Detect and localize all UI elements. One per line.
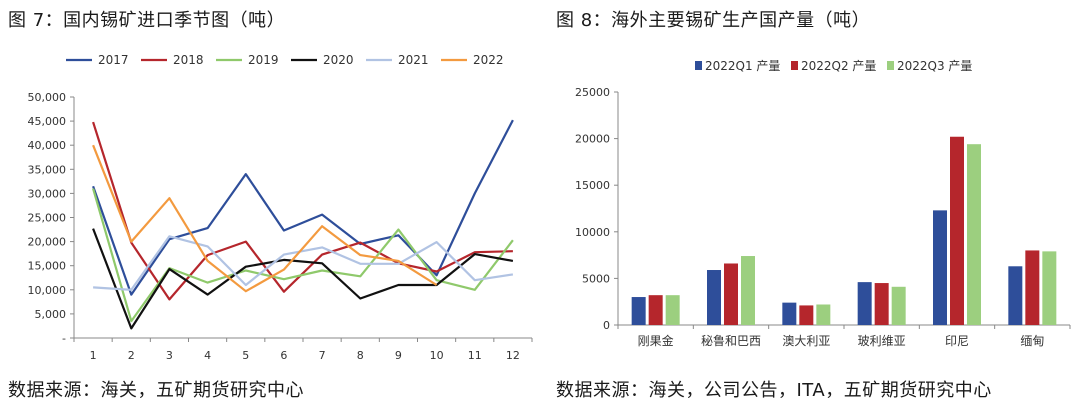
legend-label-2020: 2020 bbox=[323, 53, 354, 67]
y-tick-label: 20,000 bbox=[28, 236, 67, 249]
series-line-2020 bbox=[92, 228, 514, 330]
y-tick-label: - bbox=[62, 332, 66, 345]
series-line-2019 bbox=[92, 188, 514, 323]
bar-缅甸-2022Q2 产量 bbox=[1025, 250, 1040, 325]
x-tick-label: 10 bbox=[430, 349, 444, 362]
legend-label-2017: 2017 bbox=[98, 53, 129, 67]
legend-label-2018: 2018 bbox=[173, 53, 204, 67]
y-tick-label: 45,000 bbox=[28, 115, 67, 128]
legend-swatch-2022Q2 产量 bbox=[791, 61, 798, 70]
x-tick-label: 2 bbox=[128, 349, 135, 362]
x-category-label: 玻利维亚 bbox=[858, 334, 906, 348]
y-tick-label: 0 bbox=[603, 319, 610, 332]
line-chart-series bbox=[92, 119, 514, 330]
bar-秘鲁和巴西-2022Q1 产量 bbox=[707, 270, 721, 325]
legend-label-2022Q1 产量: 2022Q1 产量 bbox=[705, 59, 780, 73]
x-tick-label: 12 bbox=[506, 349, 520, 362]
x-category-label: 澳大利亚 bbox=[782, 334, 830, 348]
bar-印尼-2022Q3 产量 bbox=[967, 144, 981, 325]
y-tick-label: 10,000 bbox=[28, 284, 67, 297]
x-tick-label: 4 bbox=[204, 349, 211, 362]
bar-印尼-2022Q1 产量 bbox=[933, 210, 947, 325]
left-figure-source: 数据来源：海关，五矿期货研究中心 bbox=[8, 380, 304, 401]
x-tick-label: 8 bbox=[357, 349, 364, 362]
legend-label-2021: 2021 bbox=[398, 53, 429, 67]
bar-chart-bars bbox=[631, 136, 1057, 325]
bar-玻利维亚-2022Q2 产量 bbox=[874, 283, 889, 325]
line-chart-axes: - 5,000 10,000 15,000 20,000 25,000 30,000 35,0… bbox=[28, 91, 533, 362]
y-tick-label: 10000 bbox=[575, 226, 610, 239]
bar-刚果金-2022Q2 产量 bbox=[648, 295, 663, 325]
bar-玻利维亚-2022Q1 产量 bbox=[857, 282, 872, 325]
y-tick-label: 40,000 bbox=[28, 139, 67, 152]
y-tick-label: 5000 bbox=[582, 272, 610, 285]
x-category-label: 刚果金 bbox=[638, 333, 674, 348]
x-tick-label: 1 bbox=[90, 349, 97, 362]
tin-production-bar-chart: 2022Q1 产量 2022Q2 产量 2022Q3 产量 0 5000 10000 15… bbox=[575, 59, 1071, 348]
line-chart-legend: 2017 2018 2019 2020 2021 2022 bbox=[66, 53, 504, 67]
x-tick-label: 5 bbox=[242, 349, 249, 362]
right-figure-title: 图 8：海外主要锡矿生产国产量（吨） bbox=[556, 10, 871, 31]
bar-印尼-2022Q2 产量 bbox=[950, 136, 964, 325]
bar-澳大利亚-2022Q1 产量 bbox=[782, 302, 797, 325]
legend-label-2022Q3 产量: 2022Q3 产量 bbox=[897, 59, 972, 73]
x-tick-label: 3 bbox=[166, 349, 173, 362]
x-category-label: 秘鲁和巴西 bbox=[701, 334, 761, 348]
y-tick-label: 50,000 bbox=[28, 91, 67, 104]
series-line-2017 bbox=[92, 119, 514, 296]
series-line-2018 bbox=[92, 121, 513, 301]
legend-swatch-2022Q3 产量 bbox=[887, 61, 894, 70]
right-figure-source: 数据来源：海关，公司公告，ITA，五矿期货研究中心 bbox=[556, 380, 992, 401]
y-tick-label: 30,000 bbox=[28, 187, 67, 200]
y-tick-label: 25000 bbox=[575, 86, 610, 99]
series-line-2022 bbox=[92, 144, 438, 293]
bar-玻利维亚-2022Q3 产量 bbox=[891, 286, 906, 325]
bar-秘鲁和巴西-2022Q3 产量 bbox=[741, 256, 755, 325]
bar-chart-axes: 0 5000 10000 15000 20000 25000 刚果金 秘鲁和巴西 澳大利亚 玻利维… bbox=[575, 86, 1071, 348]
left-figure-title: 图 7：国内锡矿进口季节图（吨） bbox=[8, 10, 286, 31]
x-tick-label: 11 bbox=[468, 349, 482, 362]
y-tick-label: 25,000 bbox=[28, 212, 67, 225]
x-category-label: 缅甸 bbox=[1020, 334, 1044, 348]
bar-缅甸-2022Q3 产量 bbox=[1042, 251, 1057, 325]
bar-澳大利亚-2022Q2 产量 bbox=[799, 305, 814, 325]
bar-缅甸-2022Q1 产量 bbox=[1008, 266, 1023, 325]
legend-label-2022: 2022 bbox=[473, 53, 504, 67]
x-tick-label: 7 bbox=[319, 349, 326, 362]
series-line-2021 bbox=[93, 235, 514, 291]
bar-刚果金-2022Q3 产量 bbox=[665, 295, 680, 325]
y-tick-label: 15000 bbox=[575, 179, 610, 192]
y-tick-label: 35,000 bbox=[28, 163, 67, 176]
right-panel: 图 8：海外主要锡矿生产国产量（吨） 2022Q1 产量 2022Q2 产量 202… bbox=[548, 0, 1080, 419]
x-tick-label: 6 bbox=[280, 349, 287, 362]
x-tick-label: 9 bbox=[395, 349, 402, 362]
legend-label-2019: 2019 bbox=[248, 53, 279, 67]
left-panel: 图 7：国内锡矿进口季节图（吨） 2017 2018 2019 2020 2021 202… bbox=[8, 10, 533, 401]
legend-label-2022Q2 产量: 2022Q2 产量 bbox=[801, 59, 876, 73]
bar-chart-legend: 2022Q1 产量 2022Q2 产量 2022Q3 产量 bbox=[695, 59, 972, 73]
y-tick-label: 15,000 bbox=[28, 260, 67, 273]
bar-澳大利亚-2022Q3 产量 bbox=[816, 304, 831, 325]
bar-秘鲁和巴西-2022Q2 产量 bbox=[724, 263, 738, 325]
x-category-label: 印尼 bbox=[945, 334, 969, 348]
y-tick-label: 20000 bbox=[575, 133, 610, 146]
legend-swatch-2022Q1 产量 bbox=[695, 61, 702, 70]
import-seasonal-line-chart: 2017 2018 2019 2020 2021 2022 - 5,000 10,000 15,… bbox=[28, 53, 533, 362]
y-tick-label: 5,000 bbox=[35, 308, 67, 321]
bar-刚果金-2022Q1 产量 bbox=[631, 297, 646, 325]
